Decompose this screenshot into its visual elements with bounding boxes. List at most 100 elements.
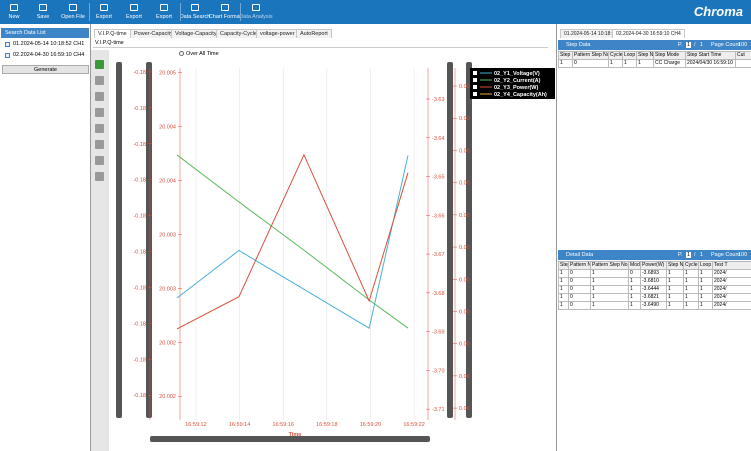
cell: 1 bbox=[558, 59, 573, 68]
toolbar-button[interactable]: Chart Format bbox=[208, 14, 242, 20]
toolbar-button[interactable]: Export bbox=[156, 14, 172, 20]
pager: Page Count bbox=[711, 252, 741, 258]
legend-checkbox[interactable] bbox=[473, 85, 477, 89]
toolbar-button[interactable]: Save bbox=[36, 14, 50, 20]
series-line bbox=[176, 155, 409, 330]
x-tick-label: 16:59:20 bbox=[360, 422, 381, 428]
y-tick-label: 20.004 bbox=[159, 124, 176, 130]
cell: 1 bbox=[666, 293, 684, 302]
tool-icon bbox=[95, 140, 104, 149]
y-tick-label: -3.66 bbox=[432, 213, 445, 219]
legend-checkbox[interactable] bbox=[473, 92, 477, 96]
cell: 1 bbox=[683, 293, 699, 302]
column-header: Test T bbox=[712, 261, 751, 270]
checkbox[interactable] bbox=[5, 42, 10, 47]
x-tick-label: 16:59:12 bbox=[185, 422, 206, 428]
toolbar-button[interactable]: Export bbox=[126, 14, 142, 20]
pager: 1 bbox=[700, 42, 704, 48]
data-list-item[interactable]: 02.2024-04-30 16:59:10 CH4 bbox=[13, 52, 85, 58]
column-header: Loop bbox=[622, 51, 637, 60]
cell: 1 bbox=[590, 269, 629, 278]
y-tick-label: 0.00 bbox=[459, 148, 470, 154]
legend-checkbox[interactable] bbox=[473, 78, 477, 82]
y-tick-label: -0.18 bbox=[133, 393, 146, 399]
column-header: Step No. bbox=[666, 261, 684, 270]
cell: 2024/ bbox=[712, 269, 751, 278]
toolbar-button[interactable]: New bbox=[8, 14, 20, 20]
y-tick-label: -0.18 bbox=[133, 178, 146, 184]
cell: -3.6810 bbox=[640, 277, 667, 286]
y-tick-label: -3.63 bbox=[432, 97, 445, 103]
cell: 1 bbox=[666, 277, 684, 286]
cell: 1 bbox=[698, 293, 713, 302]
y-tick-label: 0.00 bbox=[459, 309, 470, 315]
checkbox[interactable] bbox=[5, 53, 10, 58]
cell: 1 bbox=[590, 293, 629, 302]
y-tick-label: 0.00 bbox=[459, 116, 470, 122]
cell: 1 bbox=[558, 293, 569, 302]
cell: 0 bbox=[568, 277, 591, 286]
scrollbar bbox=[116, 62, 122, 418]
toolbar-icon bbox=[221, 4, 229, 11]
toolbar-icon bbox=[100, 4, 108, 11]
cell: 2024/ bbox=[712, 293, 751, 302]
separator bbox=[240, 3, 241, 21]
y-tick-label: -3.67 bbox=[432, 252, 445, 258]
y-tick-label: 0.00 bbox=[459, 277, 470, 283]
y-tick-label: -0.18 bbox=[133, 106, 146, 112]
cell: 1 bbox=[698, 301, 713, 310]
column-header: Pattern Step No. bbox=[590, 261, 629, 270]
y-tick-label: 0.00 bbox=[459, 342, 470, 348]
toolbar-button[interactable]: Data Analysis bbox=[239, 14, 273, 20]
tool-icon bbox=[95, 60, 104, 69]
column-header: Pattern Step No. bbox=[572, 51, 609, 60]
legend-checkbox[interactable] bbox=[473, 71, 477, 75]
cell: 0 bbox=[568, 269, 591, 278]
toolbar-button[interactable]: Data Search bbox=[179, 14, 211, 20]
range-option[interactable]: Over All Time bbox=[186, 51, 219, 57]
chart-tab[interactable]: voltage-power bbox=[256, 29, 299, 38]
cell: 0 bbox=[568, 285, 591, 294]
toolbar-icon bbox=[69, 4, 77, 11]
separator bbox=[89, 3, 90, 21]
generate-button[interactable]: Generate bbox=[2, 65, 89, 74]
y-tick-label: 0.00 bbox=[459, 213, 470, 219]
y-tick-label: 20.002 bbox=[159, 340, 176, 346]
cell: -3.6444 bbox=[640, 285, 667, 294]
cell: CC Charge bbox=[653, 59, 686, 68]
chart-tab[interactable]: V.I.P.Q-time bbox=[94, 29, 131, 38]
data-list-item[interactable]: 01.2024-05-14 10:18:52 CH1 bbox=[13, 41, 85, 47]
y-tick-label: 0.00 bbox=[459, 181, 470, 187]
cell: 1 bbox=[698, 277, 713, 286]
toolbar-icon bbox=[252, 4, 260, 11]
column-header: Pattern No. bbox=[568, 261, 591, 270]
y-tick-label: 20.002 bbox=[159, 394, 176, 400]
data-tab[interactable]: 02.2024-04-30 16:59:10 CH4 bbox=[612, 29, 685, 38]
pager: Page Count bbox=[711, 42, 741, 48]
pager: / bbox=[694, 42, 696, 48]
panel-header bbox=[558, 250, 751, 260]
scrollbar bbox=[466, 62, 472, 418]
column-header: Cycle bbox=[608, 51, 623, 60]
cell: 1 bbox=[636, 59, 654, 68]
cell: -3.6893 bbox=[640, 269, 667, 278]
y-tick-label: 0.00 bbox=[459, 84, 470, 90]
toolbar bbox=[0, 0, 751, 24]
scrollbar bbox=[150, 436, 430, 442]
legend-label: 02_Y3_Power(W) bbox=[494, 85, 538, 91]
cell: 2024/04/30 16:59:10 bbox=[685, 59, 736, 68]
radio[interactable] bbox=[179, 51, 184, 56]
pager[interactable]: 1 bbox=[686, 42, 692, 48]
chart-tab[interactable]: Power-Capacity bbox=[130, 29, 177, 38]
chart-tab[interactable]: AutoReport bbox=[296, 29, 332, 38]
toolbar-button[interactable]: Open File bbox=[61, 14, 85, 20]
chart-tab[interactable]: Capacity-Cycle bbox=[216, 29, 261, 38]
cell: 1 bbox=[683, 269, 699, 278]
pager: 100 bbox=[738, 42, 748, 48]
column-header: Mode bbox=[628, 261, 641, 270]
y-tick-label: -3.64 bbox=[432, 136, 445, 142]
toolbar-button[interactable]: Export bbox=[96, 14, 112, 20]
pager[interactable]: 1 bbox=[686, 252, 692, 258]
chart-tab[interactable]: Voltage-Capacity bbox=[171, 29, 221, 38]
